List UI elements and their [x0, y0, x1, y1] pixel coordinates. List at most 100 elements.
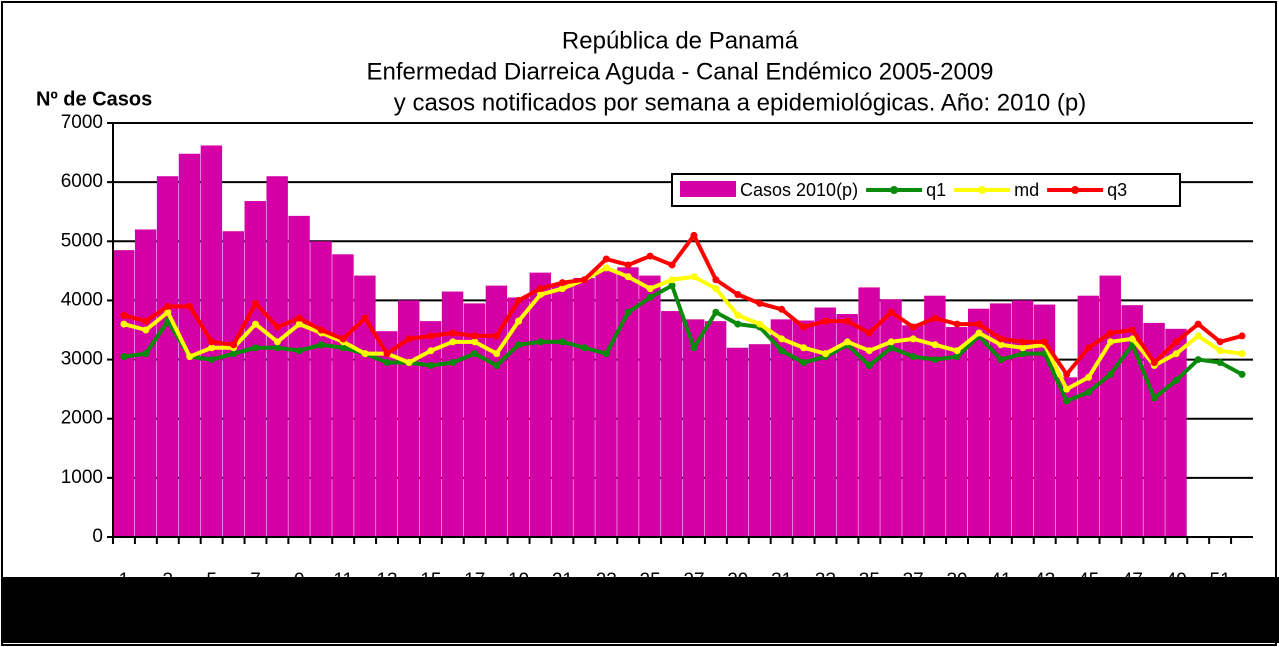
bar	[639, 275, 661, 537]
line	[123, 283, 1243, 403]
point	[909, 323, 917, 331]
point	[822, 317, 829, 325]
point	[734, 311, 742, 319]
point	[339, 344, 347, 352]
point	[1085, 373, 1093, 381]
point	[120, 353, 128, 361]
point	[580, 276, 588, 284]
point	[252, 320, 259, 328]
point	[690, 273, 698, 281]
legend-swatch	[1071, 186, 1080, 194]
point	[668, 276, 676, 284]
bar	[419, 321, 442, 537]
point	[953, 353, 961, 361]
point	[1216, 338, 1224, 346]
point	[1194, 356, 1202, 364]
point	[208, 356, 216, 364]
point	[1216, 347, 1224, 355]
point	[471, 332, 479, 340]
y-tick-label: 4000	[61, 289, 103, 310]
point	[778, 305, 786, 313]
y-tick-label: 2000	[61, 408, 103, 429]
point	[558, 338, 566, 346]
point	[1128, 335, 1136, 343]
point	[230, 341, 238, 349]
chart-subtitle: Enfermedad Diarreica Aguda - Canal Endém…	[366, 58, 993, 85]
point	[1019, 344, 1027, 352]
bar	[726, 347, 749, 537]
point	[909, 335, 917, 343]
legend: Casos 2010(p) q1 md q3	[671, 173, 1181, 207]
point	[471, 338, 479, 346]
point	[120, 311, 128, 319]
bar	[1011, 300, 1034, 537]
bar	[244, 201, 266, 537]
point	[1107, 329, 1114, 337]
y-axis-label: Nº de Casos	[36, 88, 152, 110]
point	[1172, 350, 1180, 358]
bar	[463, 303, 486, 537]
bar	[814, 307, 836, 537]
bar	[1121, 305, 1143, 537]
point	[1194, 320, 1202, 328]
point	[164, 302, 172, 310]
point	[997, 335, 1005, 343]
point	[405, 335, 413, 343]
bar	[529, 272, 551, 537]
point	[1238, 350, 1246, 358]
point	[1172, 376, 1180, 384]
point	[230, 350, 238, 358]
point	[361, 314, 369, 322]
y-tick-label: 5000	[61, 230, 103, 251]
bar	[1165, 328, 1187, 537]
point	[1238, 370, 1246, 378]
bar	[902, 325, 924, 537]
bar	[748, 344, 771, 537]
point	[1150, 394, 1158, 402]
point	[756, 320, 764, 328]
y-tick-label: 7000	[61, 112, 103, 133]
point	[1063, 385, 1071, 393]
point	[646, 285, 654, 293]
point	[580, 344, 588, 352]
bar	[178, 153, 201, 538]
point	[449, 329, 457, 337]
point	[931, 356, 939, 364]
point	[493, 332, 501, 340]
point	[273, 344, 281, 352]
point	[1150, 359, 1158, 367]
point	[1194, 332, 1202, 340]
point	[208, 344, 216, 352]
legend-swatch	[680, 181, 736, 197]
point	[317, 326, 325, 334]
point	[186, 353, 194, 361]
point	[624, 273, 632, 281]
point	[690, 231, 698, 239]
point	[1238, 332, 1246, 340]
point	[515, 296, 523, 304]
point	[295, 347, 303, 355]
point	[734, 291, 742, 299]
point	[493, 361, 501, 369]
bar	[946, 327, 968, 537]
bar	[156, 176, 179, 537]
point	[624, 308, 632, 316]
bar	[332, 254, 354, 537]
point	[186, 302, 194, 310]
bar	[880, 299, 902, 537]
point	[734, 320, 742, 328]
point	[252, 299, 259, 307]
point	[1172, 338, 1180, 346]
point	[1019, 338, 1027, 346]
point	[427, 347, 435, 355]
point	[887, 338, 895, 346]
point	[953, 320, 961, 328]
point	[1216, 359, 1224, 367]
point	[712, 308, 720, 316]
redaction	[3, 577, 1279, 643]
point	[778, 335, 786, 343]
point	[646, 293, 654, 301]
bar	[1077, 295, 1100, 537]
y-tick-label: 1000	[61, 467, 103, 488]
bar	[573, 277, 595, 537]
